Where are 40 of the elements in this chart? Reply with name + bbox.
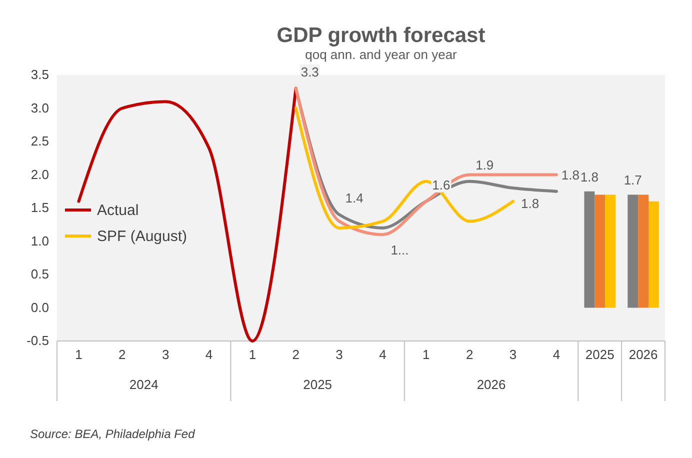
data-label: 1.7 <box>624 172 642 188</box>
text: 1.0 <box>30 233 49 248</box>
data-label: 1.9 <box>476 157 494 172</box>
chart-subtitle: qoq ann. and year on year <box>305 47 458 62</box>
data-label: 1... <box>390 242 409 258</box>
text: 0.5 <box>30 266 49 282</box>
text: -0.5 <box>26 333 49 348</box>
data-label: 1.8 <box>580 169 598 184</box>
x-tick-label: 2 <box>118 347 126 362</box>
x-tick-label: 1 <box>75 347 82 362</box>
text: 3.5 <box>30 67 49 82</box>
data-label: 1.8 <box>561 167 580 182</box>
x-tick-label: 2025 <box>585 347 614 362</box>
x-tick-label: 4 <box>205 347 213 362</box>
data-label: 1.8 <box>521 196 540 212</box>
data-label: 1.6 <box>432 177 450 192</box>
text: 2.5 <box>30 134 49 149</box>
legend-label: Actual <box>97 202 139 219</box>
x-tick-label: 2 <box>466 347 474 362</box>
x-tick-label: 1 <box>422 347 430 362</box>
legend-label: SPF (August) <box>97 228 188 245</box>
data-label: 1.4 <box>345 190 364 206</box>
text: 0.0 <box>30 300 49 315</box>
x-tick-label: 2 <box>292 347 300 362</box>
x-tick-label: 3 <box>509 347 517 362</box>
chart-title: GDP growth forecast <box>276 24 486 47</box>
data-label: 3.3 <box>300 64 319 80</box>
x-tick-label: 4 <box>379 347 386 362</box>
text: 2025 <box>303 377 332 392</box>
x-tick-label: 3 <box>162 347 170 362</box>
text: 2.0 <box>30 166 49 182</box>
x-tick-label: 4 <box>552 347 560 362</box>
text: 1.5 <box>30 200 49 216</box>
text: 2026 <box>476 377 506 392</box>
text: 2024 <box>129 377 158 392</box>
x-tick-label: 2026 <box>628 347 658 362</box>
x-tick-label: 1 <box>248 347 256 362</box>
text: 3.0 <box>30 100 49 116</box>
x-tick-label: 3 <box>336 347 343 362</box>
source-note: Source: BEA, Philadelphia Fed <box>30 427 196 441</box>
